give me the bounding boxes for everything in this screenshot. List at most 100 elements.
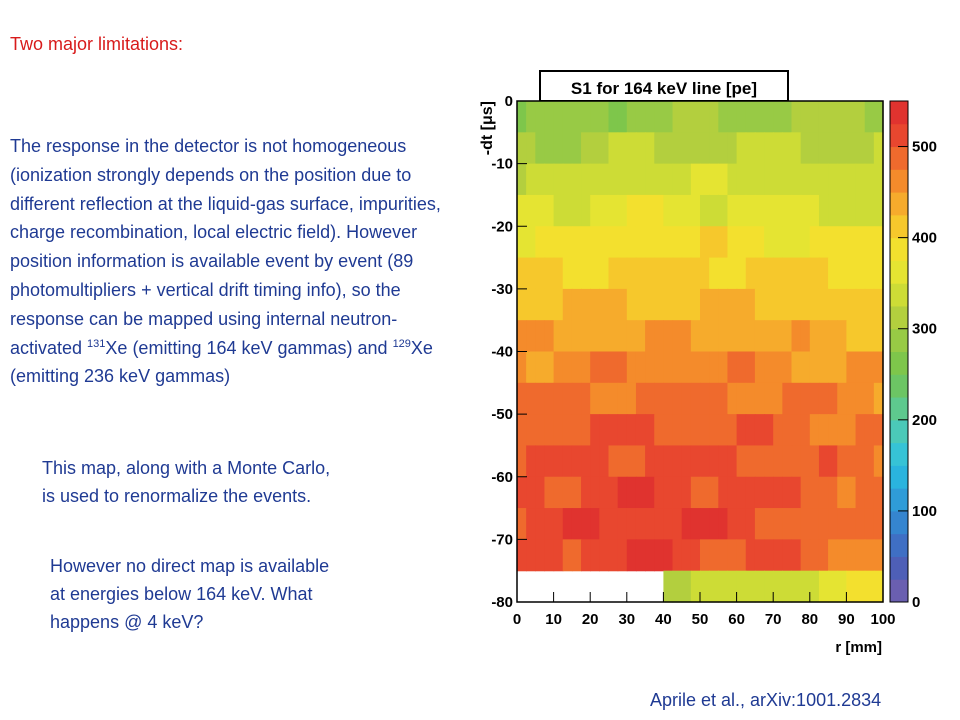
heatmap-cell (736, 382, 747, 415)
heatmap-cell (864, 163, 875, 196)
heatmap-cell (517, 414, 527, 447)
heatmap-cell (791, 101, 802, 133)
heatmap-cell (800, 539, 811, 572)
heatmap-cell (645, 476, 655, 509)
heatmap-cell (773, 163, 783, 196)
heatmap-cell (745, 101, 756, 133)
x-tick-label: 60 (728, 611, 745, 628)
heatmap-cell (773, 570, 783, 603)
heatmap-cell (855, 382, 866, 415)
heatmap-cell (590, 351, 600, 384)
heatmap-cell (690, 539, 701, 572)
heatmap-cell (617, 414, 628, 447)
heatmap-cell (635, 508, 646, 540)
heatmap-cell (553, 132, 564, 165)
heatmap-cell (608, 194, 619, 227)
heatmap-cell (837, 382, 847, 415)
heatmap-cell (617, 476, 628, 509)
heatmap-cell (526, 163, 536, 196)
heatmap-cell (626, 257, 637, 290)
heatmap-cell (635, 476, 646, 509)
heatmap-cell (544, 257, 555, 290)
heatmap-cell (562, 163, 573, 196)
heatmap-cell (581, 476, 591, 509)
heatmap-cell (617, 508, 628, 540)
heatmap-cell (764, 570, 774, 603)
heatmap-cell (581, 382, 591, 415)
heatmap-cell (791, 163, 802, 196)
heatmap-cell (599, 257, 610, 290)
heatmap-cells (517, 101, 884, 603)
isotope1-mass: 131 (87, 337, 106, 350)
heatmap-cell (617, 539, 628, 572)
heatmap-cell (663, 163, 674, 196)
heatmap-cell (690, 445, 701, 478)
heatmap-cell (526, 508, 536, 540)
heatmap-cell (782, 288, 793, 321)
heatmap-cell (700, 382, 710, 415)
heatmap-cell (581, 445, 591, 478)
heatmap-cell (700, 132, 710, 165)
y-tick-label: -20 (491, 218, 513, 235)
heatmap-cell (855, 351, 866, 384)
heatmap-cell (764, 163, 774, 196)
heatmap-cell (709, 476, 719, 509)
heatmap-cell (635, 132, 646, 165)
heatmap-cell (571, 414, 582, 447)
heatmap-cell (517, 351, 527, 384)
heatmap-cell (700, 163, 710, 196)
heatmap-cell (672, 414, 683, 447)
heatmap-cell (736, 508, 747, 540)
heatmap-cell (745, 320, 756, 353)
heatmap-cell (553, 226, 564, 259)
heatmap-cell (663, 414, 674, 447)
heatmap-cell (718, 288, 729, 321)
heatmap-cell (709, 288, 719, 321)
heatmap-cell (727, 414, 738, 447)
heatmap-cell (645, 414, 655, 447)
heatmap-cell (599, 414, 610, 447)
heatmap-cell (791, 539, 802, 572)
heatmap-cell (553, 382, 564, 415)
heatmap-cell (562, 226, 573, 259)
heatmap-cell (562, 414, 573, 447)
heatmap-cell (846, 351, 857, 384)
heatmap-cell (626, 414, 637, 447)
heatmap-cell (663, 570, 674, 603)
heatmap-cell (535, 351, 546, 384)
heatmap-cell (709, 194, 719, 227)
heatmap-cell (727, 539, 738, 572)
heatmap-cell (809, 445, 820, 478)
heatmap-cell (727, 226, 738, 259)
heatmap-cell (727, 163, 738, 196)
heatmap-cell (791, 257, 802, 290)
heatmap-cell (654, 351, 664, 384)
heatmap-cell (553, 288, 564, 321)
heatmap-cell (846, 320, 857, 353)
heatmap-cell (818, 320, 829, 353)
heatmap-cell (727, 257, 738, 290)
heatmap-cell (553, 351, 564, 384)
heatmap-cell (818, 508, 829, 540)
heatmap-cell (846, 539, 857, 572)
heatmap-cell (773, 288, 783, 321)
palette-swatch (890, 351, 908, 375)
heatmap-cell (773, 476, 783, 509)
heatmap-cell (873, 101, 884, 133)
heatmap-cell (873, 570, 884, 603)
heatmap-cell (599, 132, 610, 165)
y-tick-label: 0 (505, 93, 513, 110)
heatmap-cell (654, 382, 664, 415)
heatmap-cell (663, 132, 674, 165)
heatmap-cell (535, 226, 546, 259)
heatmap-cell (663, 539, 674, 572)
heatmap-cell (608, 414, 619, 447)
heatmap-cell (718, 257, 729, 290)
heatmap-cell (809, 382, 820, 415)
heatmap-cell (571, 132, 582, 165)
heatmap-cell (544, 163, 555, 196)
palette-swatch (890, 579, 908, 603)
heatmap-cell (764, 288, 774, 321)
heatmap-cell (791, 508, 802, 540)
heatmap-cell (745, 445, 756, 478)
